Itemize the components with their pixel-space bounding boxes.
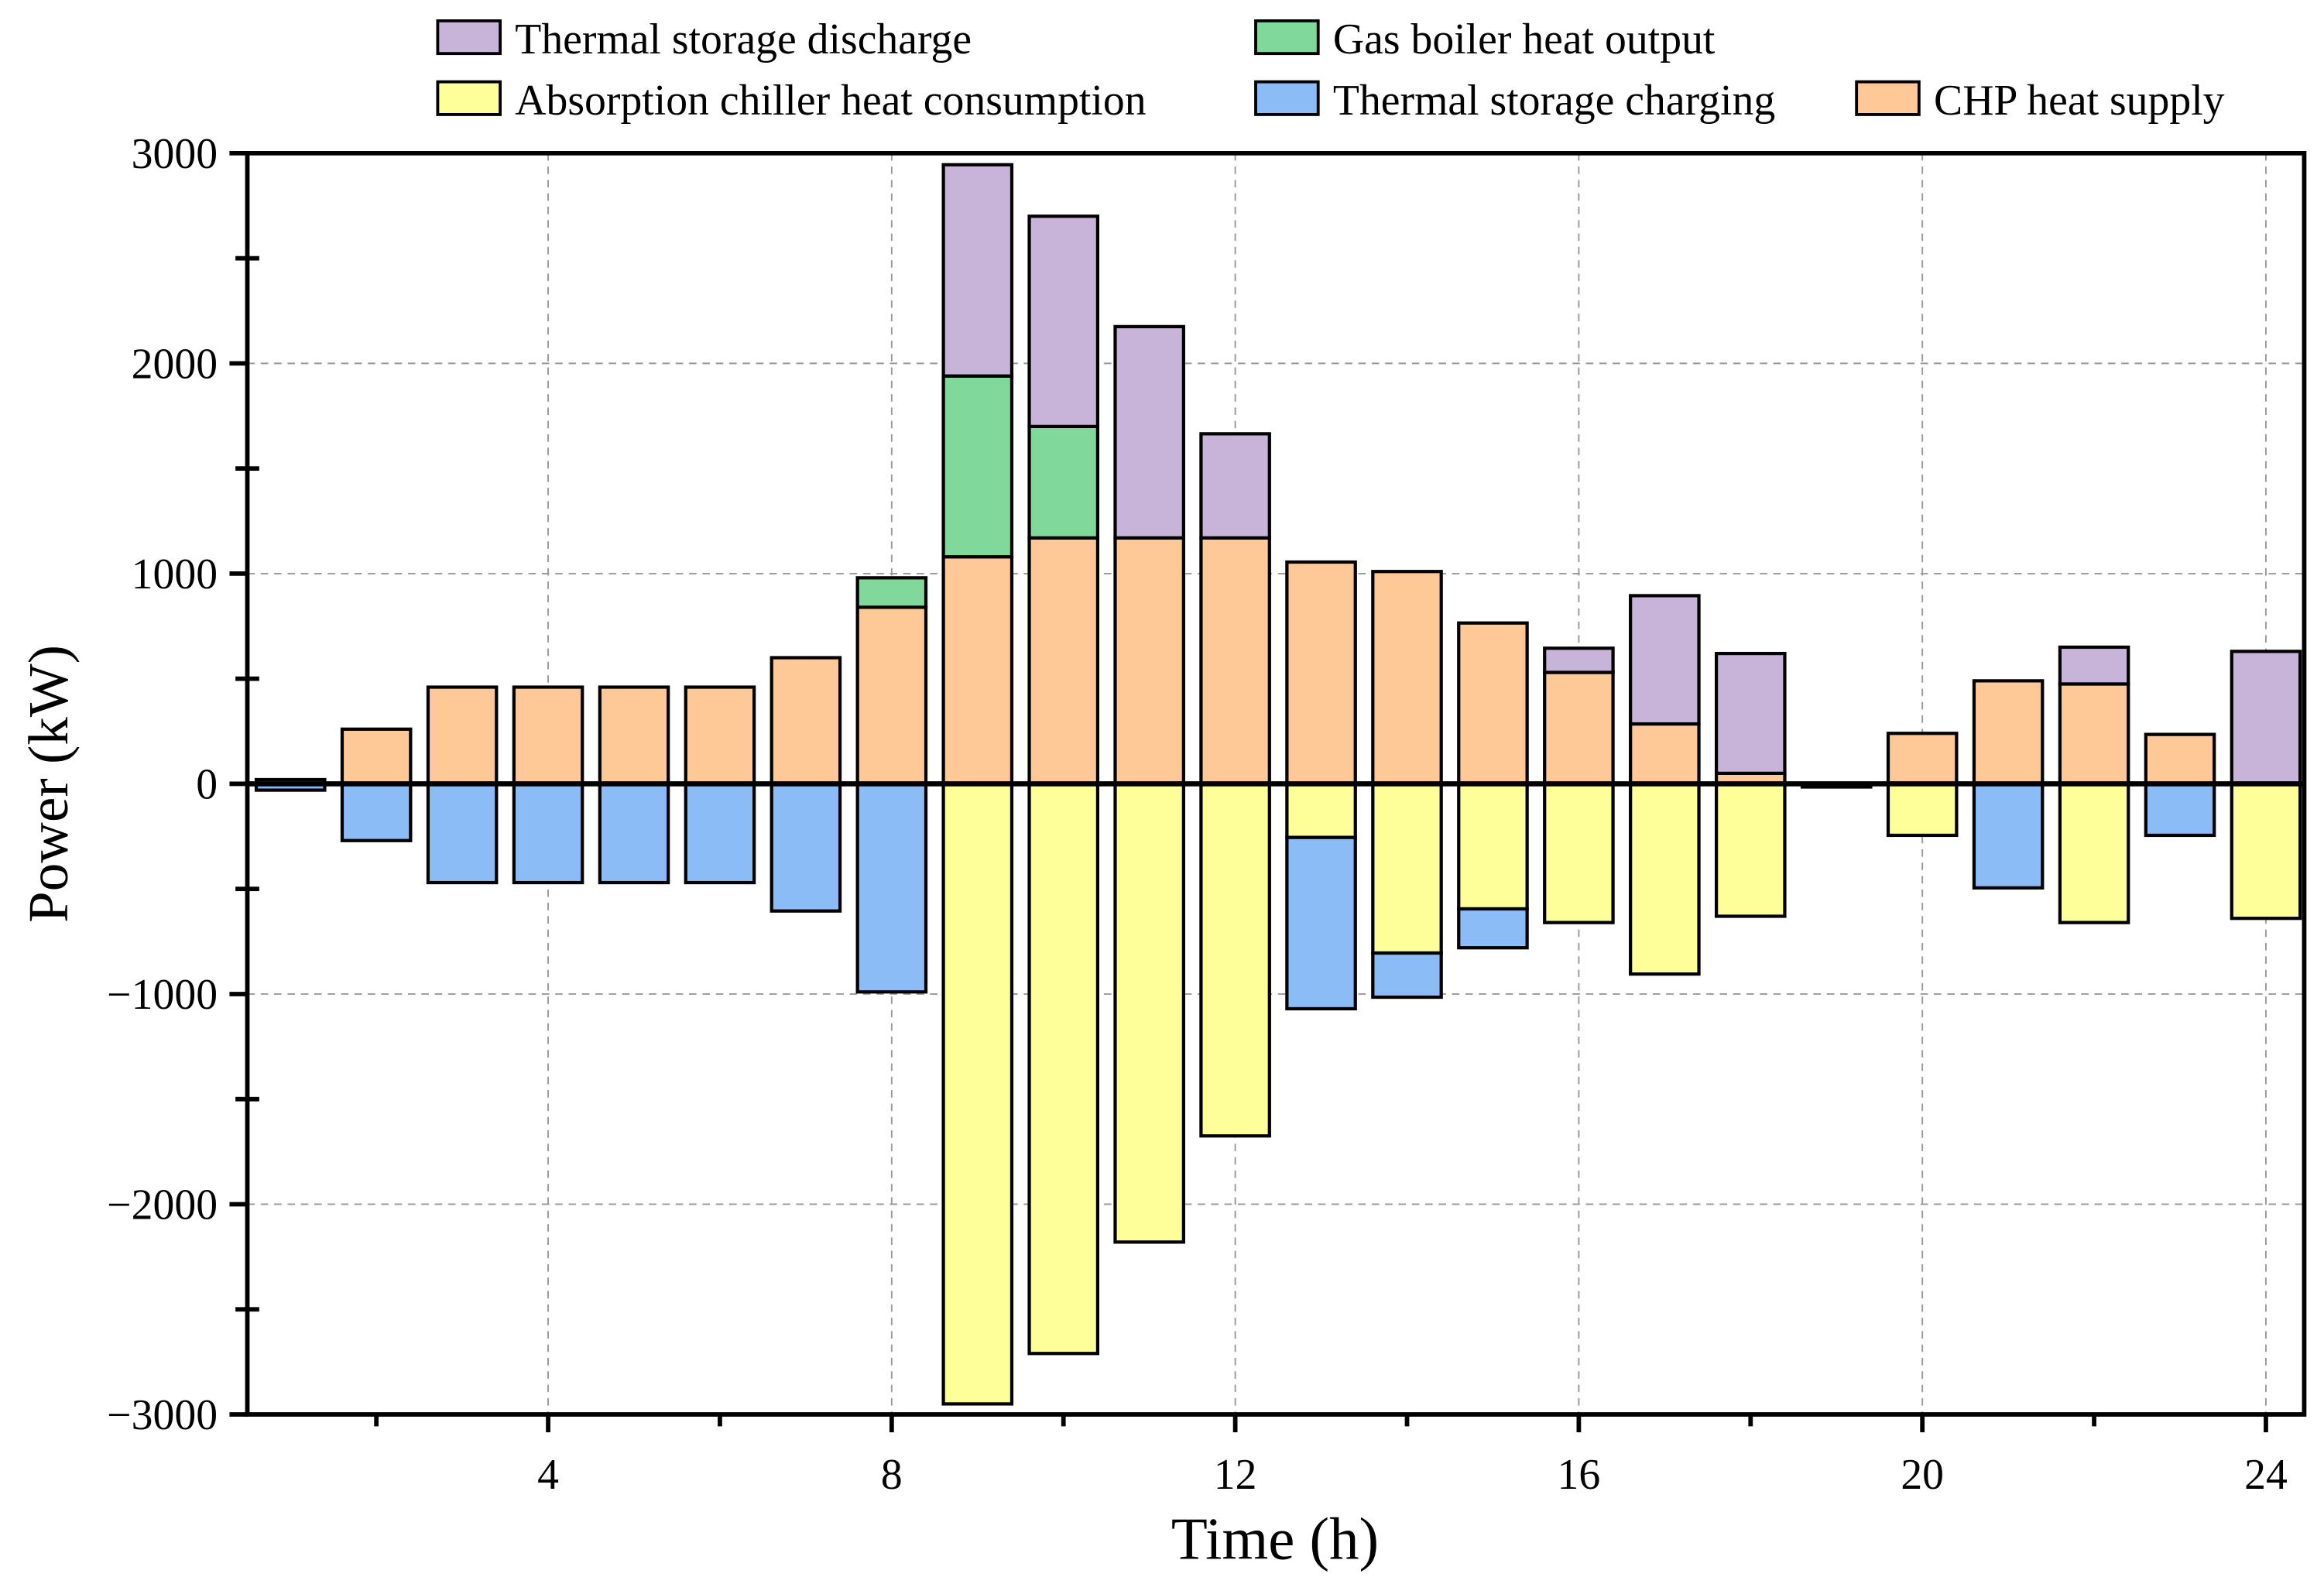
bar-thermal-storage-discharge — [1113, 324, 1185, 540]
bar-absorption-chiller-heat-consumption — [1285, 782, 1357, 839]
bar-thermal-storage-discharge — [2058, 645, 2130, 686]
bar-chp-heat-supply — [1629, 722, 1701, 786]
bar-absorption-chiller-heat-consumption — [2058, 782, 2130, 924]
bar-gas-boiler-heat-output — [1027, 424, 1100, 540]
bar-chp-heat-supply — [1027, 536, 1100, 786]
y-tick-label: −3000 — [107, 1391, 218, 1439]
legend: Thermal storage discharge Gas boiler heat… — [436, 15, 2225, 125]
bar-chp-heat-supply — [1457, 621, 1529, 786]
bar-thermal-storage-charging — [1285, 835, 1357, 1011]
bar-absorption-chiller-heat-consumption — [1113, 782, 1185, 1244]
bar-absorption-chiller-heat-consumption — [1714, 782, 1787, 918]
bar-thermal-storage-charging — [340, 782, 413, 842]
bar-thermal-storage-charging — [855, 782, 928, 994]
bars — [254, 163, 2302, 1406]
bar-thermal-storage-discharge — [941, 163, 1014, 378]
legend-label: Thermal storage charging — [1333, 77, 1775, 125]
legend-label: Thermal storage discharge — [515, 15, 972, 63]
bar-thermal-storage-discharge — [2230, 650, 2302, 786]
bar-thermal-storage-charging — [1371, 951, 1443, 999]
x-tick-label: 20 — [1901, 1451, 1944, 1499]
y-tick-label: 2000 — [132, 341, 218, 389]
legend-swatch — [1254, 80, 1320, 116]
bar-chp-heat-supply — [684, 685, 756, 786]
bar-thermal-storage-discharge — [1543, 646, 1615, 674]
bar-thermal-storage-discharge — [1629, 594, 1701, 726]
bar-thermal-storage-discharge — [1199, 432, 1271, 540]
bar-chp-heat-supply — [855, 605, 928, 786]
bar-chp-heat-supply — [1886, 732, 1959, 786]
x-tick-label: 8 — [881, 1451, 903, 1499]
legend-label: Gas boiler heat output — [1333, 15, 1716, 63]
bar-absorption-chiller-heat-consumption — [1886, 782, 1959, 838]
y-tick-label: −1000 — [107, 971, 218, 1019]
bar-chp-heat-supply — [1199, 536, 1271, 786]
bar-chp-heat-supply — [1543, 670, 1615, 786]
bar-gas-boiler-heat-output — [855, 576, 928, 609]
bar-chp-heat-supply — [1285, 560, 1357, 786]
bar-absorption-chiller-heat-consumption — [1457, 782, 1529, 911]
bar-chp-heat-supply — [770, 656, 842, 786]
bar-thermal-storage-charging — [2144, 782, 2216, 838]
bar-chp-heat-supply — [598, 685, 670, 786]
bar-thermal-storage-charging — [1972, 782, 2045, 890]
legend-swatch — [436, 80, 502, 116]
legend-swatch — [1254, 19, 1320, 56]
bar-chp-heat-supply — [2144, 732, 2216, 786]
bar-chp-heat-supply — [941, 555, 1014, 786]
bar-chp-heat-supply — [1113, 536, 1185, 786]
bar-absorption-chiller-heat-consumption — [1027, 782, 1100, 1356]
x-tick-label: 24 — [2244, 1451, 2288, 1499]
bar-thermal-storage-charging — [512, 782, 584, 885]
bar-thermal-storage-charging — [684, 782, 756, 885]
bar-chp-heat-supply — [1972, 679, 2045, 786]
bar-thermal-storage-charging — [426, 782, 499, 885]
bar-chp-heat-supply — [340, 727, 413, 786]
y-axis-label: Power (kW) — [17, 645, 80, 923]
bar-absorption-chiller-heat-consumption — [1199, 782, 1271, 1138]
legend-swatch — [436, 19, 502, 56]
legend-swatch — [1855, 80, 1921, 116]
bar-absorption-chiller-heat-consumption — [2230, 782, 2302, 921]
bar-absorption-chiller-heat-consumption — [941, 782, 1014, 1406]
bar-chp-heat-supply — [512, 685, 584, 786]
bar-absorption-chiller-heat-consumption — [1543, 782, 1615, 924]
bar-thermal-storage-discharge — [1027, 214, 1100, 428]
bar-chp-heat-supply — [1371, 570, 1443, 786]
x-tick-label: 16 — [1558, 1451, 1601, 1499]
axes: −3000 −2000 −1000 0 1000 2000 3000 4 8 12 16 20 24 — [107, 130, 2307, 1499]
y-tick-label: −2000 — [107, 1181, 218, 1229]
x-axis-label: Time (h) — [1171, 1506, 1379, 1572]
bar-thermal-storage-charging — [1457, 907, 1529, 950]
x-tick-label: 12 — [1214, 1451, 1257, 1499]
bar-thermal-storage-charging — [770, 782, 842, 913]
bar-thermal-storage-discharge — [1714, 651, 1787, 775]
bar-thermal-storage-charging — [598, 782, 670, 885]
bar-absorption-chiller-heat-consumption — [1629, 782, 1701, 976]
bar-gas-boiler-heat-output — [941, 374, 1014, 559]
y-tick-label: 1000 — [132, 550, 218, 598]
bar-chp-heat-supply — [426, 685, 499, 786]
x-tick-label: 4 — [537, 1451, 559, 1499]
y-tick-label: 3000 — [132, 130, 218, 178]
bar-chp-heat-supply — [2058, 682, 2130, 786]
bar-absorption-chiller-heat-consumption — [1371, 782, 1443, 955]
y-tick-label: 0 — [196, 761, 218, 809]
legend-label: Absorption chiller heat consumption — [515, 77, 1146, 125]
legend-label: CHP heat supply — [1934, 77, 2225, 125]
